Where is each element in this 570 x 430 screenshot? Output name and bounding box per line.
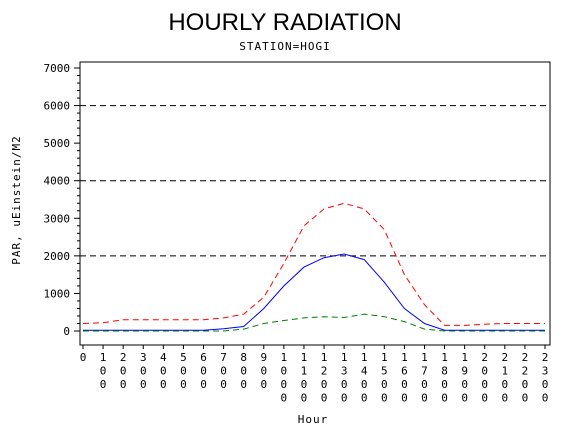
y-tick-label: 6000 [44,100,71,113]
y-tick-label: 0 [63,325,70,338]
plot-frame [79,61,551,346]
y-axis-title: PAR, uEinstein/M2 [10,135,23,265]
x-axis-title: Hour [298,413,329,426]
series-line-3 [83,313,545,332]
series-line-1 [82,202,545,326]
x-tick-label: 0 [80,351,87,364]
y-tick-label: 1000 [44,287,71,300]
y-tick-label: 5000 [44,137,71,150]
x-axis-ticks: 0 1 0 0 2 0 0 3 0 0 4 0 0 5 0 0 6 0 0 7 0 0 8 0 0 9 0 0 1 0 0 0 1 1 0 0 1 2 0 0… [80,345,549,405]
reference-lines [80,105,550,257]
chart-subtitle: STATION=HOGI [239,40,330,53]
y-tick-label: 2000 [44,250,71,263]
y-tick-label: 7000 [44,62,71,75]
y-tick-label: 4000 [44,175,71,188]
chart-title: HOURLY RADIATION [168,9,401,36]
y-tick-label: 3000 [44,212,71,225]
series-line-2 [83,253,545,331]
y-axis-ticks: 0 1000 2000 3000 4000 5000 6000 7000 [44,62,80,338]
series-lines [82,202,545,332]
